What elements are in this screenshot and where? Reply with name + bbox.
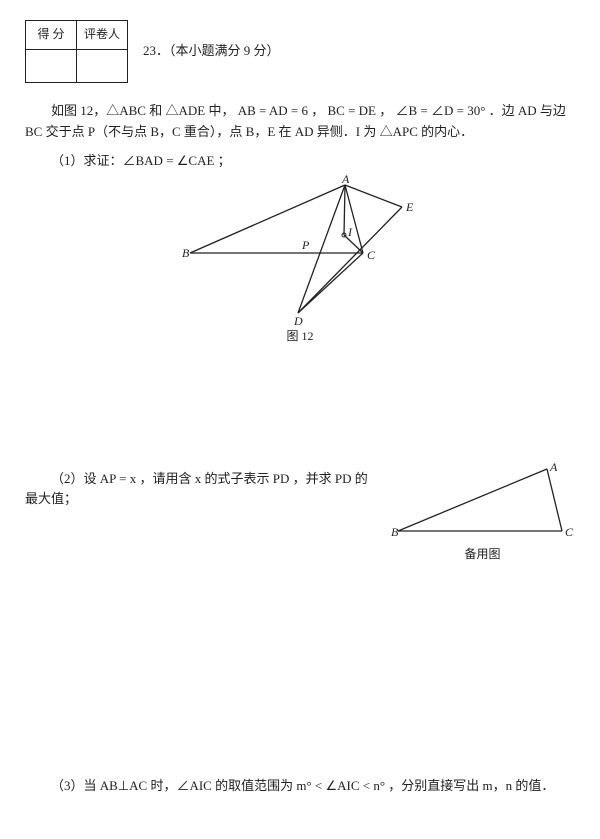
spacer-2 [25,570,575,770]
score-box: 得 分 评卷人 [25,20,128,83]
score-cell-left [26,50,77,83]
header-row: 得 分 评卷人 23．（本小题满分 9 分） [25,20,575,83]
figure-2-svg: A B C [390,463,575,543]
svg-text:E: E [405,200,414,214]
score-cell-right [77,50,128,83]
part-1: （1）求证：∠BAD = ∠CAE ； [25,151,575,172]
svg-text:A: A [549,463,558,474]
figure-1-caption: 图 12 [286,327,313,346]
svg-text:B: B [182,246,190,260]
question-number-line: 23．（本小题满分 9 分） [143,41,280,62]
question-number: 23． [143,43,169,58]
score-header-left: 得 分 [26,21,77,50]
svg-text:D: D [293,314,303,325]
question-points: （本小题满分 9 分） [169,43,280,58]
part-2: （2）设 AP = x ，请用含 x 的式子表示 PD ，并求 PD 的最大值； [25,469,380,511]
question-stem: 如图 12，△ABC 和 △ADE 中， AB = AD = 6 ， BC = … [25,101,575,143]
svg-text:C: C [565,525,574,539]
svg-text:C: C [367,248,376,262]
figure-1-wrap: A B C D E P I 图 12 [25,175,575,346]
figure-2-caption: 备用图 [464,545,500,564]
svg-text:B: B [391,525,399,539]
part-3: （3）当 AB⊥AC 时，∠AIC 的取值范围为 m° < ∠AIC < n° … [25,776,575,797]
figure-1-svg: A B C D E P I [180,175,420,325]
spacer-1 [25,353,575,463]
figure-2-wrap: A B C 备用图 [390,463,575,564]
part-2-row: （2）设 AP = x ，请用含 x 的式子表示 PD ，并求 PD 的最大值；… [25,463,575,570]
svg-text:I: I [347,225,353,239]
svg-text:P: P [301,238,310,252]
score-header-right: 评卷人 [77,21,128,50]
svg-text:A: A [341,175,350,186]
